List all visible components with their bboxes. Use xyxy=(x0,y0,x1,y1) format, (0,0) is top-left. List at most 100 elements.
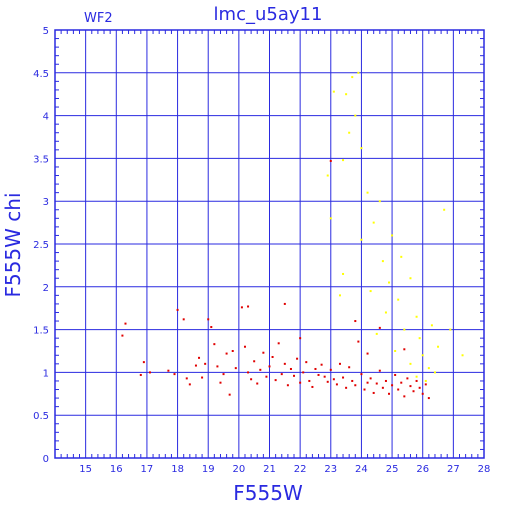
data-point xyxy=(231,350,234,352)
data-point xyxy=(213,343,216,346)
data-point xyxy=(372,391,375,394)
data-point xyxy=(354,384,357,387)
data-point xyxy=(329,217,332,220)
x-tick-label: 24 xyxy=(355,464,368,475)
data-point xyxy=(433,371,436,374)
data-point xyxy=(378,326,381,329)
data-point xyxy=(421,354,424,357)
data-point xyxy=(323,375,326,378)
data-point xyxy=(299,381,302,384)
data-point xyxy=(403,395,406,398)
data-point xyxy=(121,334,124,337)
data-point xyxy=(302,371,305,374)
x-tick-label: 18 xyxy=(171,464,184,475)
data-point xyxy=(403,328,406,331)
data-point xyxy=(332,90,335,93)
data-point xyxy=(329,368,332,371)
y-tick-label: 0.5 xyxy=(33,411,49,422)
data-point xyxy=(397,298,400,301)
data-point xyxy=(366,352,369,355)
data-point xyxy=(185,377,188,380)
data-point xyxy=(222,373,225,376)
data-point xyxy=(274,379,277,382)
data-point xyxy=(427,397,430,400)
data-point xyxy=(326,380,329,383)
data-points xyxy=(121,71,464,400)
y-tick-label: 4 xyxy=(43,112,49,123)
data-point xyxy=(182,318,185,321)
plot-frame xyxy=(54,29,485,459)
data-point xyxy=(357,71,360,74)
data-point xyxy=(366,381,369,384)
data-point xyxy=(280,373,283,376)
data-point xyxy=(415,315,418,318)
data-point xyxy=(262,351,265,354)
data-point xyxy=(201,376,204,379)
data-point xyxy=(381,260,384,263)
y-tick-label: 3 xyxy=(43,197,49,208)
data-point xyxy=(167,369,170,372)
data-point xyxy=(277,342,280,345)
data-point xyxy=(418,386,421,389)
data-point xyxy=(360,147,363,150)
data-point xyxy=(335,383,338,386)
data-point xyxy=(378,200,381,203)
data-point xyxy=(219,381,222,384)
data-point xyxy=(449,328,452,331)
data-point xyxy=(342,159,345,162)
data-point xyxy=(139,373,142,376)
y-tick-label: 2.5 xyxy=(33,240,49,251)
data-point xyxy=(351,76,354,79)
data-point xyxy=(415,375,418,378)
data-point xyxy=(198,356,201,359)
data-point xyxy=(289,367,292,370)
x-tick-label: 16 xyxy=(110,464,123,475)
data-point xyxy=(296,357,299,360)
data-point xyxy=(409,277,412,280)
data-point xyxy=(240,306,243,309)
x-tick-label: 15 xyxy=(79,464,92,475)
data-point xyxy=(348,131,351,134)
data-point xyxy=(234,367,237,370)
data-point xyxy=(317,373,320,376)
data-point xyxy=(391,234,394,237)
data-point xyxy=(194,364,197,367)
data-point xyxy=(228,393,231,396)
data-point xyxy=(311,385,314,388)
data-point xyxy=(381,386,384,389)
data-point xyxy=(253,360,256,363)
data-point xyxy=(461,354,464,357)
data-point xyxy=(247,305,250,308)
data-point xyxy=(391,384,394,387)
chart-title: lmc_u5ay11 xyxy=(214,4,323,25)
data-point xyxy=(427,367,430,370)
data-point xyxy=(283,362,286,365)
data-point xyxy=(375,332,378,335)
data-point xyxy=(400,381,403,384)
data-point xyxy=(308,379,311,382)
x-tick-label: 22 xyxy=(294,464,307,475)
x-tick-label: 27 xyxy=(447,464,460,475)
data-point xyxy=(247,371,250,374)
data-point xyxy=(265,375,268,378)
data-point xyxy=(345,93,348,96)
data-point xyxy=(421,392,424,395)
data-point xyxy=(388,392,391,395)
x-tick-label: 21 xyxy=(263,464,276,475)
x-tick-label: 26 xyxy=(416,464,429,475)
data-point xyxy=(283,302,286,305)
data-point xyxy=(210,326,213,329)
data-point xyxy=(142,361,145,364)
tick-labels: 15 16 17 18 19 20 21 22 23 24 25 26 27 28 0 0.5 1 1.5 2 2.5… xyxy=(33,26,490,475)
data-point xyxy=(400,255,403,258)
data-point xyxy=(332,378,335,381)
data-point xyxy=(378,369,381,372)
data-point xyxy=(293,374,296,377)
data-point xyxy=(418,337,421,340)
data-point xyxy=(271,355,274,358)
data-point xyxy=(124,322,127,325)
data-point xyxy=(342,272,345,275)
data-point xyxy=(443,208,446,211)
data-point xyxy=(286,384,289,387)
